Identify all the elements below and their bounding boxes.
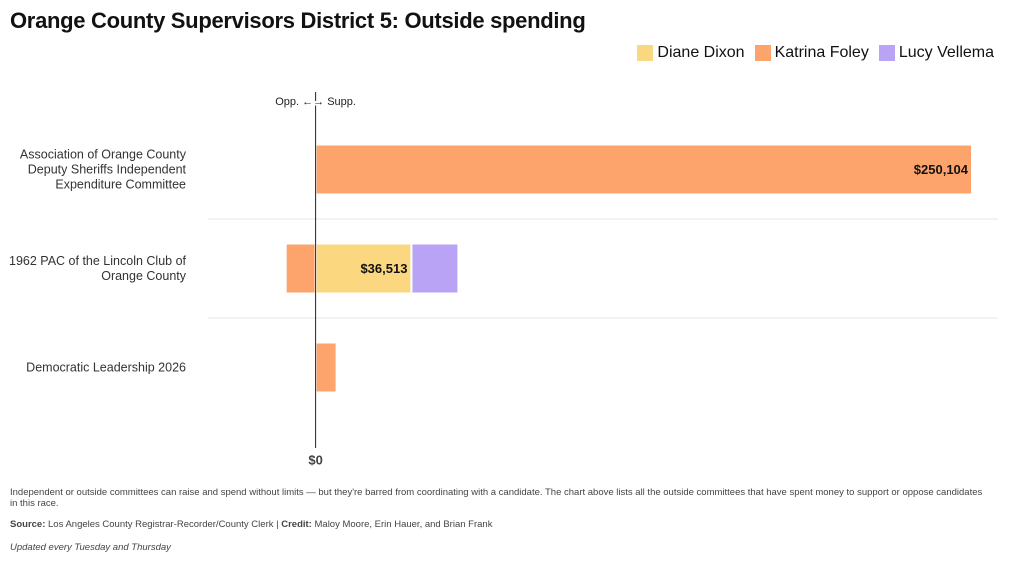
category-label: Association of Orange County Deputy Sher… <box>19 147 186 191</box>
bar <box>284 242 317 295</box>
bar <box>314 143 974 196</box>
legend-swatch <box>637 45 654 61</box>
legend-item: Diane Dixon <box>637 44 745 62</box>
source: Source: Los Angeles County Registrar-Rec… <box>10 519 492 530</box>
legend-swatch <box>878 45 895 61</box>
legend: Diane Dixon Katrina Foley Lucy Vellema <box>637 44 994 62</box>
credit-label: Credit: <box>281 519 312 530</box>
chart-title: Orange County Supervisors District 5: Ou… <box>10 8 586 33</box>
legend-item: Katrina Foley <box>754 44 869 62</box>
source-text: Los Angeles County Registrar-Recorder/Co… <box>48 519 279 530</box>
source-label: Source: <box>10 519 46 530</box>
legend-item: Lucy Vellema <box>878 44 994 62</box>
updated: Updated every Tuesday and Thursday <box>10 542 171 553</box>
category-label: Democratic Leadership 2026 <box>26 360 186 374</box>
legend-swatch <box>754 45 771 61</box>
value-label: $36,513 <box>360 261 407 276</box>
axis-note: Opp. ←→ Supp. <box>275 96 356 108</box>
note: Independent or outside committees can ra… <box>10 487 983 509</box>
x-tick-label: $0 <box>308 452 322 467</box>
value-label: $250,104 <box>914 162 969 177</box>
credit-text: Maloy Moore, Erin Hauer, and Brian Frank <box>314 519 493 530</box>
bar <box>314 341 338 394</box>
legend-label: Diane Dixon <box>657 44 745 61</box>
legend-label: Katrina Foley <box>774 44 869 61</box>
legend-label: Lucy Vellema <box>898 44 994 61</box>
category-label: 1962 PAC of the Lincoln Club of Orange C… <box>9 253 186 283</box>
bar <box>410 242 460 295</box>
